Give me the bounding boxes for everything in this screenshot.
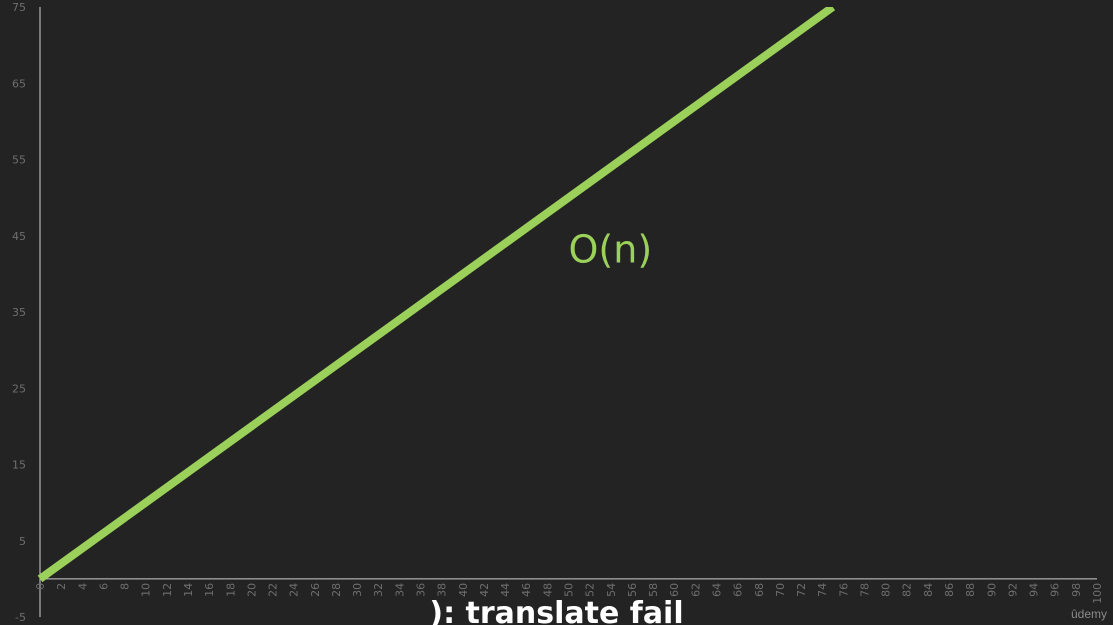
x-tick-label: 26 [309,583,322,597]
x-tick-label: 46 [520,583,533,597]
x-tick-label: 6 [97,583,110,590]
series-layer [37,7,836,583]
x-tick-label: 80 [880,583,893,597]
x-tick-label: 72 [795,583,808,597]
x-tick-label: 58 [647,583,660,597]
y-tick-label: 5 [19,535,26,548]
y-tick-label: 55 [12,154,26,167]
x-tick-label: 18 [224,583,237,597]
x-tick-label: 98 [1070,583,1083,597]
x-tick-label: 22 [267,583,280,597]
x-tick-label: 36 [415,583,428,597]
x-tick-label: 62 [689,583,702,597]
x-tick-label: 94 [1028,583,1041,597]
x-tick-label: 84 [922,583,935,597]
x-tick-label: 8 [119,583,132,590]
x-tick-label: 44 [499,583,512,597]
x-tick-label: 48 [541,583,554,597]
x-tick-label: 10 [140,583,153,597]
x-tick-label: 32 [372,583,385,597]
x-tick-label: 76 [837,583,850,597]
x-tick-label: 100 [1091,583,1104,604]
y-tick-label: 25 [12,382,26,395]
x-tick-label: 12 [161,583,174,597]
x-tick-label: 30 [351,583,364,597]
x-tick-label: 50 [563,583,576,597]
y-tick-labels: -5 5 15 25 35 45 55 65 75 [12,1,26,624]
y-tick-label: -5 [15,611,26,624]
x-tick-label: 70 [774,583,787,597]
x-tick-label: 64 [710,583,723,597]
series-line-o-n [37,7,836,583]
x-tick-label: 4 [76,583,89,590]
x-tick-label: 16 [203,583,216,597]
x-tick-labels: 0 2 4 6 8 10 12 14 16 18 20 22 24 26 28 30 32 34 36 38 40 42 4… [34,583,1104,604]
x-tick-label: 0 [34,583,47,590]
axes [39,7,1097,617]
x-tick-label: 74 [816,583,829,597]
x-tick-label: 20 [245,583,258,597]
x-tick-label: 40 [457,583,470,597]
y-tick-label: 15 [12,459,26,472]
x-tick-label: 54 [605,583,618,597]
x-tick-label: 24 [288,583,301,597]
y-tick-label: 45 [12,230,26,243]
x-tick-label: 86 [943,583,956,597]
x-tick-label: 42 [478,583,491,597]
y-tick-label: 65 [12,77,26,90]
x-tick-label: 78 [858,583,871,597]
x-tick-label: 90 [985,583,998,597]
x-tick-label: 34 [393,583,406,597]
x-tick-label: 38 [436,583,449,597]
y-tick-label: 35 [12,306,26,319]
x-tick-label: 82 [901,583,914,597]
x-tick-label: 60 [668,583,681,597]
x-tick-label: 68 [753,583,766,597]
x-tick-label: 28 [330,583,343,597]
x-tick-label: 88 [964,583,977,597]
x-tick-label: 66 [732,583,745,597]
x-tick-label: 56 [626,583,639,597]
x-tick-label: 2 [55,583,68,590]
udemy-watermark: ûdemy [1070,607,1107,621]
curve-label: O(n) [569,227,653,271]
y-tick-label: 75 [12,1,26,14]
subtitle-caption: ): translate fail [429,596,684,625]
x-tick-label: 96 [1049,583,1062,597]
x-tick-label: 14 [182,583,195,597]
x-tick-label: 92 [1006,583,1019,597]
x-tick-label: 52 [584,583,597,597]
